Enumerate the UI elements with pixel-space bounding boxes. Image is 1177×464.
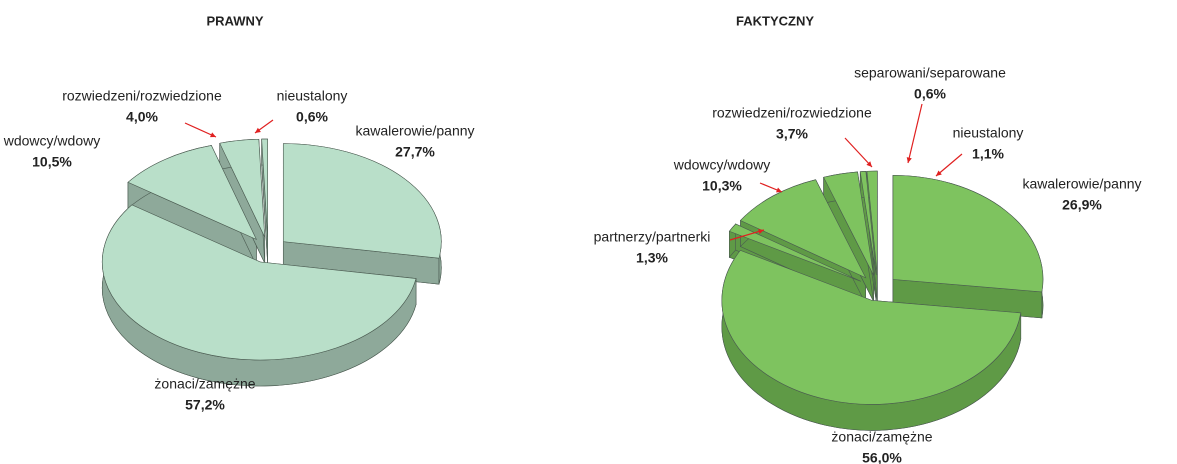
slice	[728, 223, 861, 282]
slice	[859, 170, 877, 276]
slice-label: nieustalony	[277, 88, 348, 104]
slice	[261, 138, 268, 238]
slice-label: wdowcy/wdowy	[3, 133, 100, 149]
slice	[127, 145, 258, 241]
chart-title: PRAWNY	[206, 13, 263, 28]
slice-value-label: 27,7%	[395, 144, 435, 160]
slice-label: wdowcy/wdowy	[673, 157, 770, 173]
slice	[892, 175, 1044, 293]
pie	[102, 138, 442, 387]
slice-label: kawalerowie/panny	[355, 123, 474, 139]
slice-value-label: 1,1%	[972, 146, 1004, 162]
slice	[823, 171, 874, 276]
slice	[219, 138, 266, 238]
pie	[721, 170, 1044, 431]
slice-value-label: 56,0%	[862, 450, 902, 464]
slice	[102, 204, 417, 361]
slice-label: rozwiedzeni/rozwiedzione	[712, 105, 872, 121]
slice	[866, 170, 878, 276]
slice-value-label: 0,6%	[914, 86, 946, 102]
slice	[282, 143, 442, 259]
leader-arrow	[210, 132, 216, 138]
leader-arrow	[758, 229, 764, 235]
slice	[739, 179, 867, 279]
slice-value-label: 3,7%	[776, 126, 808, 142]
slice-label: partnerzy/partnerki	[594, 229, 711, 245]
slice-value-label: 57,2%	[185, 397, 225, 413]
leader-line	[184, 122, 217, 138]
leader-arrow	[776, 187, 782, 193]
leader-line	[907, 103, 923, 164]
slice-value-label: 10,3%	[702, 178, 742, 194]
slice-label: rozwiedzeni/rozwiedzione	[62, 88, 222, 104]
leader-arrow	[255, 127, 261, 133]
slice-value-label: 0,6%	[296, 109, 328, 125]
leader-line	[935, 153, 963, 177]
chart-title: FAKTYCZNY	[736, 13, 814, 28]
slice-label: żonaci/zamężne	[154, 376, 255, 392]
leader-line	[729, 229, 765, 241]
leader-arrow	[866, 161, 872, 167]
slice-label: nieustalony	[953, 125, 1024, 141]
leader-line	[844, 137, 873, 168]
slice-label: kawalerowie/panny	[1022, 176, 1141, 192]
slice-value-label: 26,9%	[1062, 197, 1102, 213]
slice-value-label: 4,0%	[126, 109, 158, 125]
leader-arrow	[906, 157, 912, 163]
slice-label: żonaci/zamężne	[831, 429, 932, 445]
slice	[721, 250, 1022, 405]
slice-label: separowani/separowane	[854, 65, 1006, 81]
slice-value-label: 10,5%	[32, 154, 72, 170]
slice-value-label: 1,3%	[636, 250, 668, 266]
leader-arrow	[936, 170, 942, 176]
